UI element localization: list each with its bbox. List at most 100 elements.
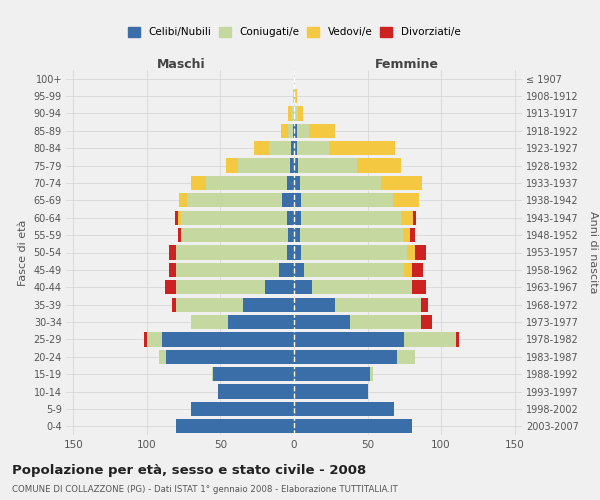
Bar: [176, 263, 279, 277]
Bar: [381, 176, 422, 190]
Bar: [294, 263, 304, 277]
Bar: [294, 124, 297, 138]
Bar: [412, 263, 424, 277]
Bar: [421, 298, 428, 312]
Bar: [294, 350, 397, 364]
Bar: [269, 141, 291, 156]
Bar: [178, 210, 181, 225]
Bar: [294, 158, 298, 172]
Bar: [421, 315, 432, 329]
Bar: [294, 280, 311, 294]
Bar: [392, 193, 419, 208]
Bar: [281, 124, 288, 138]
Bar: [294, 315, 350, 329]
Bar: [287, 246, 294, 260]
Bar: [301, 246, 407, 260]
Bar: [242, 298, 294, 312]
Bar: [297, 141, 329, 156]
Bar: [357, 158, 401, 172]
Bar: [401, 210, 413, 225]
Bar: [287, 176, 294, 190]
Bar: [147, 332, 161, 346]
Legend: Celibi/Nubili, Coniugati/e, Vedovi/e, Divorziati/e: Celibi/Nubili, Coniugati/e, Vedovi/e, Di…: [125, 24, 463, 40]
Bar: [294, 176, 300, 190]
Bar: [176, 246, 287, 260]
Bar: [282, 193, 294, 208]
Bar: [415, 246, 427, 260]
Bar: [294, 367, 370, 382]
Bar: [350, 315, 421, 329]
Bar: [413, 210, 416, 225]
Bar: [294, 141, 297, 156]
Bar: [144, 332, 147, 346]
Bar: [290, 158, 294, 172]
Bar: [300, 176, 381, 190]
Bar: [178, 228, 181, 242]
Bar: [297, 124, 309, 138]
Bar: [182, 228, 288, 242]
Bar: [329, 141, 395, 156]
Bar: [164, 280, 176, 294]
Bar: [294, 246, 301, 260]
Bar: [300, 228, 403, 242]
Bar: [169, 263, 176, 277]
Y-axis label: Fasce di età: Fasce di età: [18, 220, 28, 286]
Bar: [404, 332, 456, 346]
Bar: [226, 158, 238, 172]
Bar: [213, 367, 294, 382]
Bar: [410, 228, 415, 242]
Bar: [187, 193, 282, 208]
Bar: [179, 193, 187, 208]
Bar: [298, 158, 357, 172]
Bar: [335, 298, 421, 312]
Bar: [181, 228, 182, 242]
Bar: [288, 124, 293, 138]
Bar: [181, 210, 287, 225]
Text: Popolazione per età, sesso e stato civile - 2008: Popolazione per età, sesso e stato civil…: [12, 464, 366, 477]
Bar: [301, 193, 392, 208]
Bar: [212, 367, 213, 382]
Bar: [279, 263, 294, 277]
Bar: [166, 350, 294, 364]
Bar: [403, 228, 410, 242]
Bar: [294, 419, 412, 434]
Bar: [175, 210, 178, 225]
Bar: [191, 176, 206, 190]
Bar: [298, 106, 303, 120]
Bar: [294, 89, 295, 103]
Bar: [191, 315, 228, 329]
Bar: [456, 332, 459, 346]
Bar: [176, 298, 242, 312]
Bar: [287, 210, 294, 225]
Bar: [169, 246, 176, 260]
Y-axis label: Anni di nascita: Anni di nascita: [589, 211, 598, 294]
Bar: [294, 228, 300, 242]
Bar: [301, 210, 401, 225]
Bar: [288, 228, 294, 242]
Bar: [254, 141, 269, 156]
Bar: [238, 158, 290, 172]
Bar: [294, 332, 404, 346]
Bar: [172, 298, 176, 312]
Bar: [370, 367, 373, 382]
Bar: [176, 280, 265, 294]
Bar: [407, 246, 415, 260]
Bar: [228, 315, 294, 329]
Bar: [293, 89, 294, 103]
Bar: [294, 210, 301, 225]
Bar: [311, 280, 412, 294]
Text: COMUNE DI COLLAZZONE (PG) - Dati ISTAT 1° gennaio 2008 - Elaborazione TUTTITALIA: COMUNE DI COLLAZZONE (PG) - Dati ISTAT 1…: [12, 485, 398, 494]
Bar: [176, 419, 294, 434]
Bar: [294, 402, 394, 416]
Bar: [412, 280, 427, 294]
Bar: [294, 193, 301, 208]
Bar: [397, 350, 415, 364]
Text: Maschi: Maschi: [157, 58, 205, 71]
Bar: [288, 106, 291, 120]
Text: Femmine: Femmine: [375, 58, 439, 71]
Bar: [291, 106, 294, 120]
Bar: [265, 280, 294, 294]
Bar: [404, 263, 412, 277]
Bar: [161, 332, 294, 346]
Bar: [309, 124, 335, 138]
